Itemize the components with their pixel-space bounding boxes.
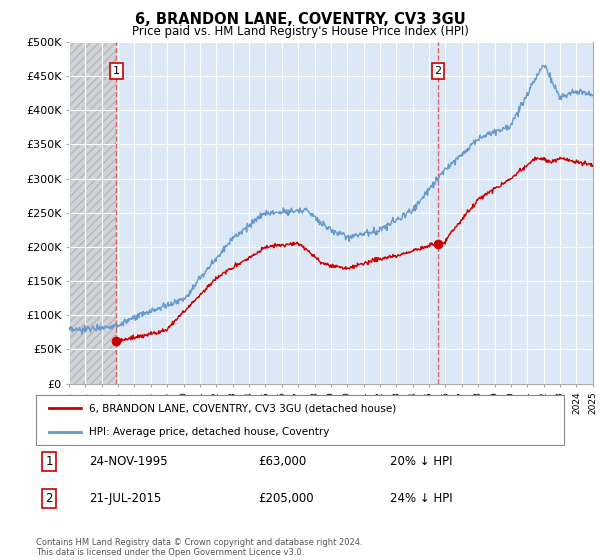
Text: 1: 1 bbox=[46, 455, 53, 469]
Text: 21-JUL-2015: 21-JUL-2015 bbox=[89, 492, 161, 505]
Text: Contains HM Land Registry data © Crown copyright and database right 2024.
This d: Contains HM Land Registry data © Crown c… bbox=[36, 538, 362, 557]
Text: 20% ↓ HPI: 20% ↓ HPI bbox=[390, 455, 452, 469]
Text: £205,000: £205,000 bbox=[258, 492, 313, 505]
FancyBboxPatch shape bbox=[36, 395, 564, 445]
Text: 6, BRANDON LANE, COVENTRY, CV3 3GU (detached house): 6, BRANDON LANE, COVENTRY, CV3 3GU (deta… bbox=[89, 403, 396, 413]
Text: HPI: Average price, detached house, Coventry: HPI: Average price, detached house, Cove… bbox=[89, 427, 329, 437]
Text: 6, BRANDON LANE, COVENTRY, CV3 3GU: 6, BRANDON LANE, COVENTRY, CV3 3GU bbox=[134, 12, 466, 27]
Text: 24-NOV-1995: 24-NOV-1995 bbox=[89, 455, 167, 469]
Text: 24% ↓ HPI: 24% ↓ HPI bbox=[390, 492, 452, 505]
Text: 2: 2 bbox=[434, 66, 442, 76]
Text: 1: 1 bbox=[113, 66, 120, 76]
Text: Price paid vs. HM Land Registry's House Price Index (HPI): Price paid vs. HM Land Registry's House … bbox=[131, 25, 469, 38]
Text: 2: 2 bbox=[46, 492, 53, 505]
Text: £63,000: £63,000 bbox=[258, 455, 306, 469]
Bar bbox=[69, 42, 116, 384]
